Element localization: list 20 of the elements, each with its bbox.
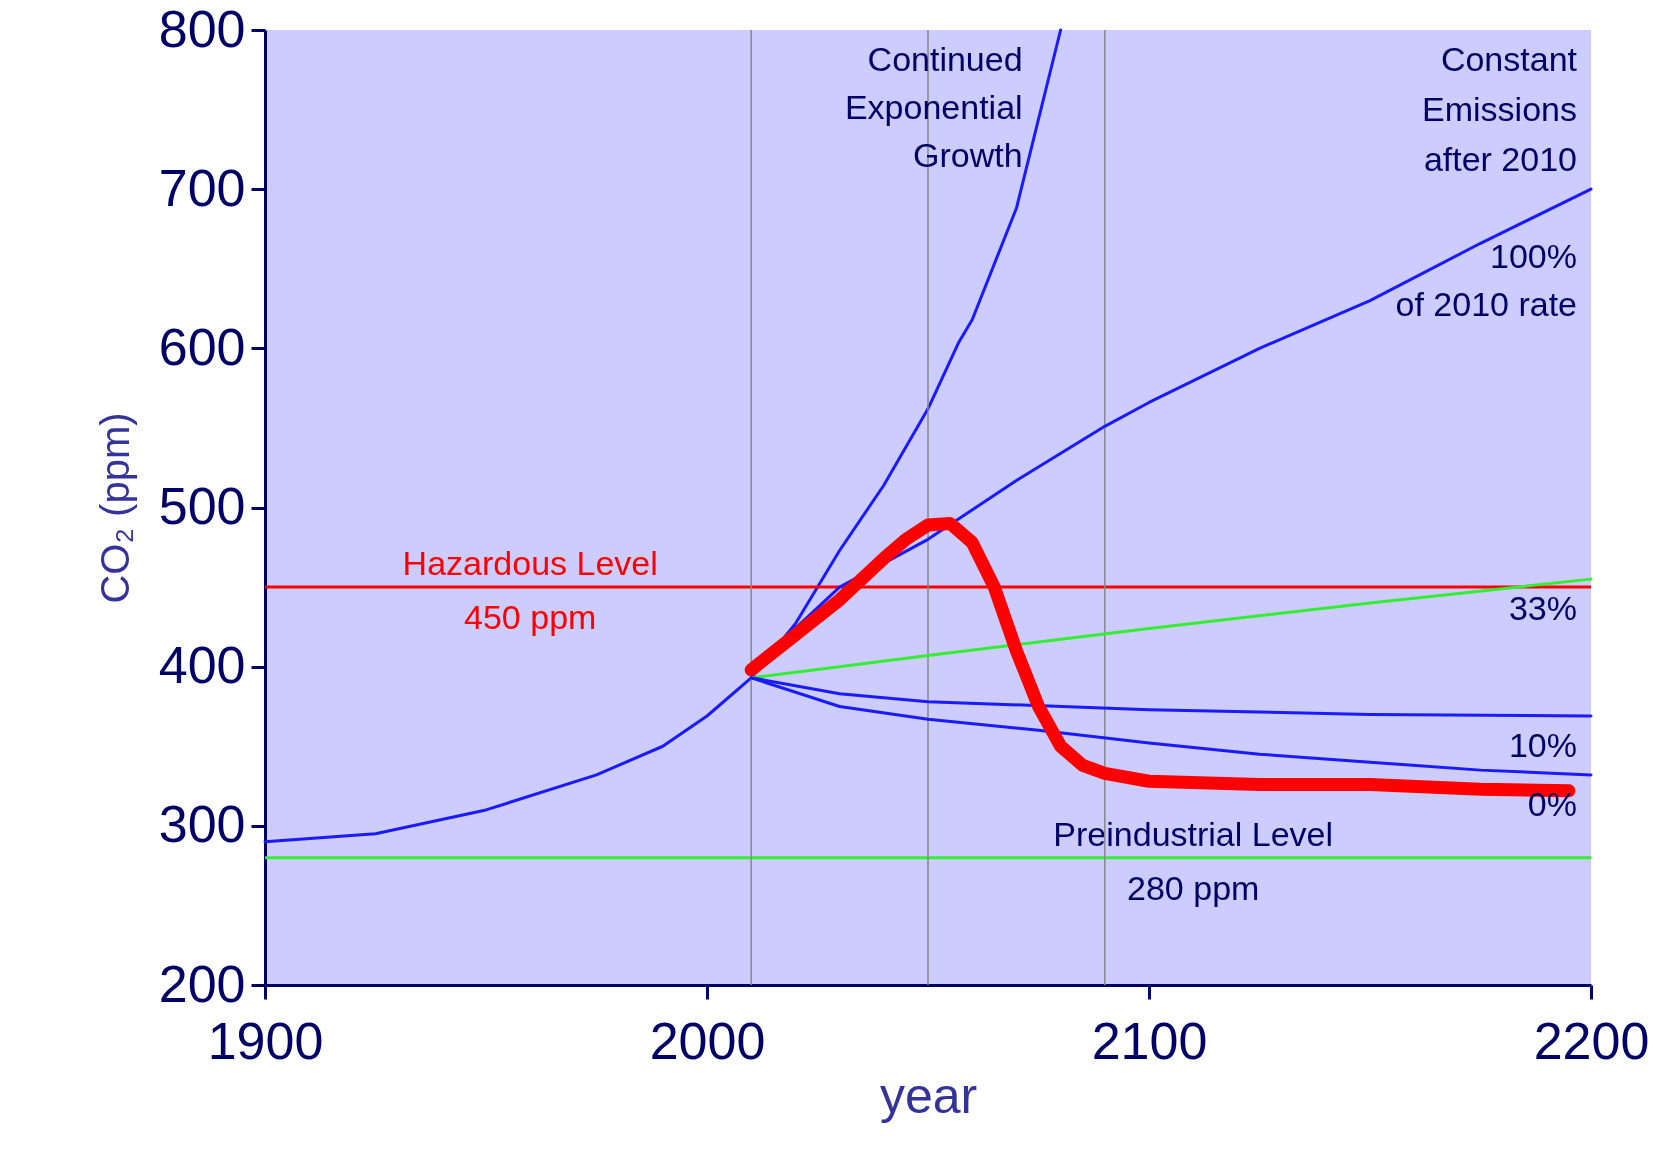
y-tick-label: 800 [158,0,246,58]
annotation: Constant Emissions after 2010 [1422,40,1578,178]
y-tick-label: 600 [158,317,246,376]
x-tick-label: 2200 [1533,1011,1650,1070]
y-tick-label: 300 [158,795,246,854]
x-tick-label: 2000 [649,1011,766,1070]
series-label: 33% [1508,589,1577,628]
series-label: 0% [1527,784,1577,823]
series-label: 100% of 2010 rate [1395,237,1577,324]
y-tick-label: 400 [158,636,246,695]
y-tick-label: 200 [158,954,246,1013]
y-tick-label: 500 [158,477,246,535]
x-tick-label: 1900 [207,1011,324,1070]
ref-line-label: Hazardous Level 450 ppm [402,544,658,637]
y-axis-title: CO₂ (ppm) [92,412,137,604]
series-label: 10% [1508,726,1577,765]
x-tick-label: 2100 [1091,1011,1208,1070]
x-axis-title: year [879,1067,978,1124]
series-label: Continued Exponential Growth [844,40,1023,174]
y-tick-label: 700 [158,158,246,217]
